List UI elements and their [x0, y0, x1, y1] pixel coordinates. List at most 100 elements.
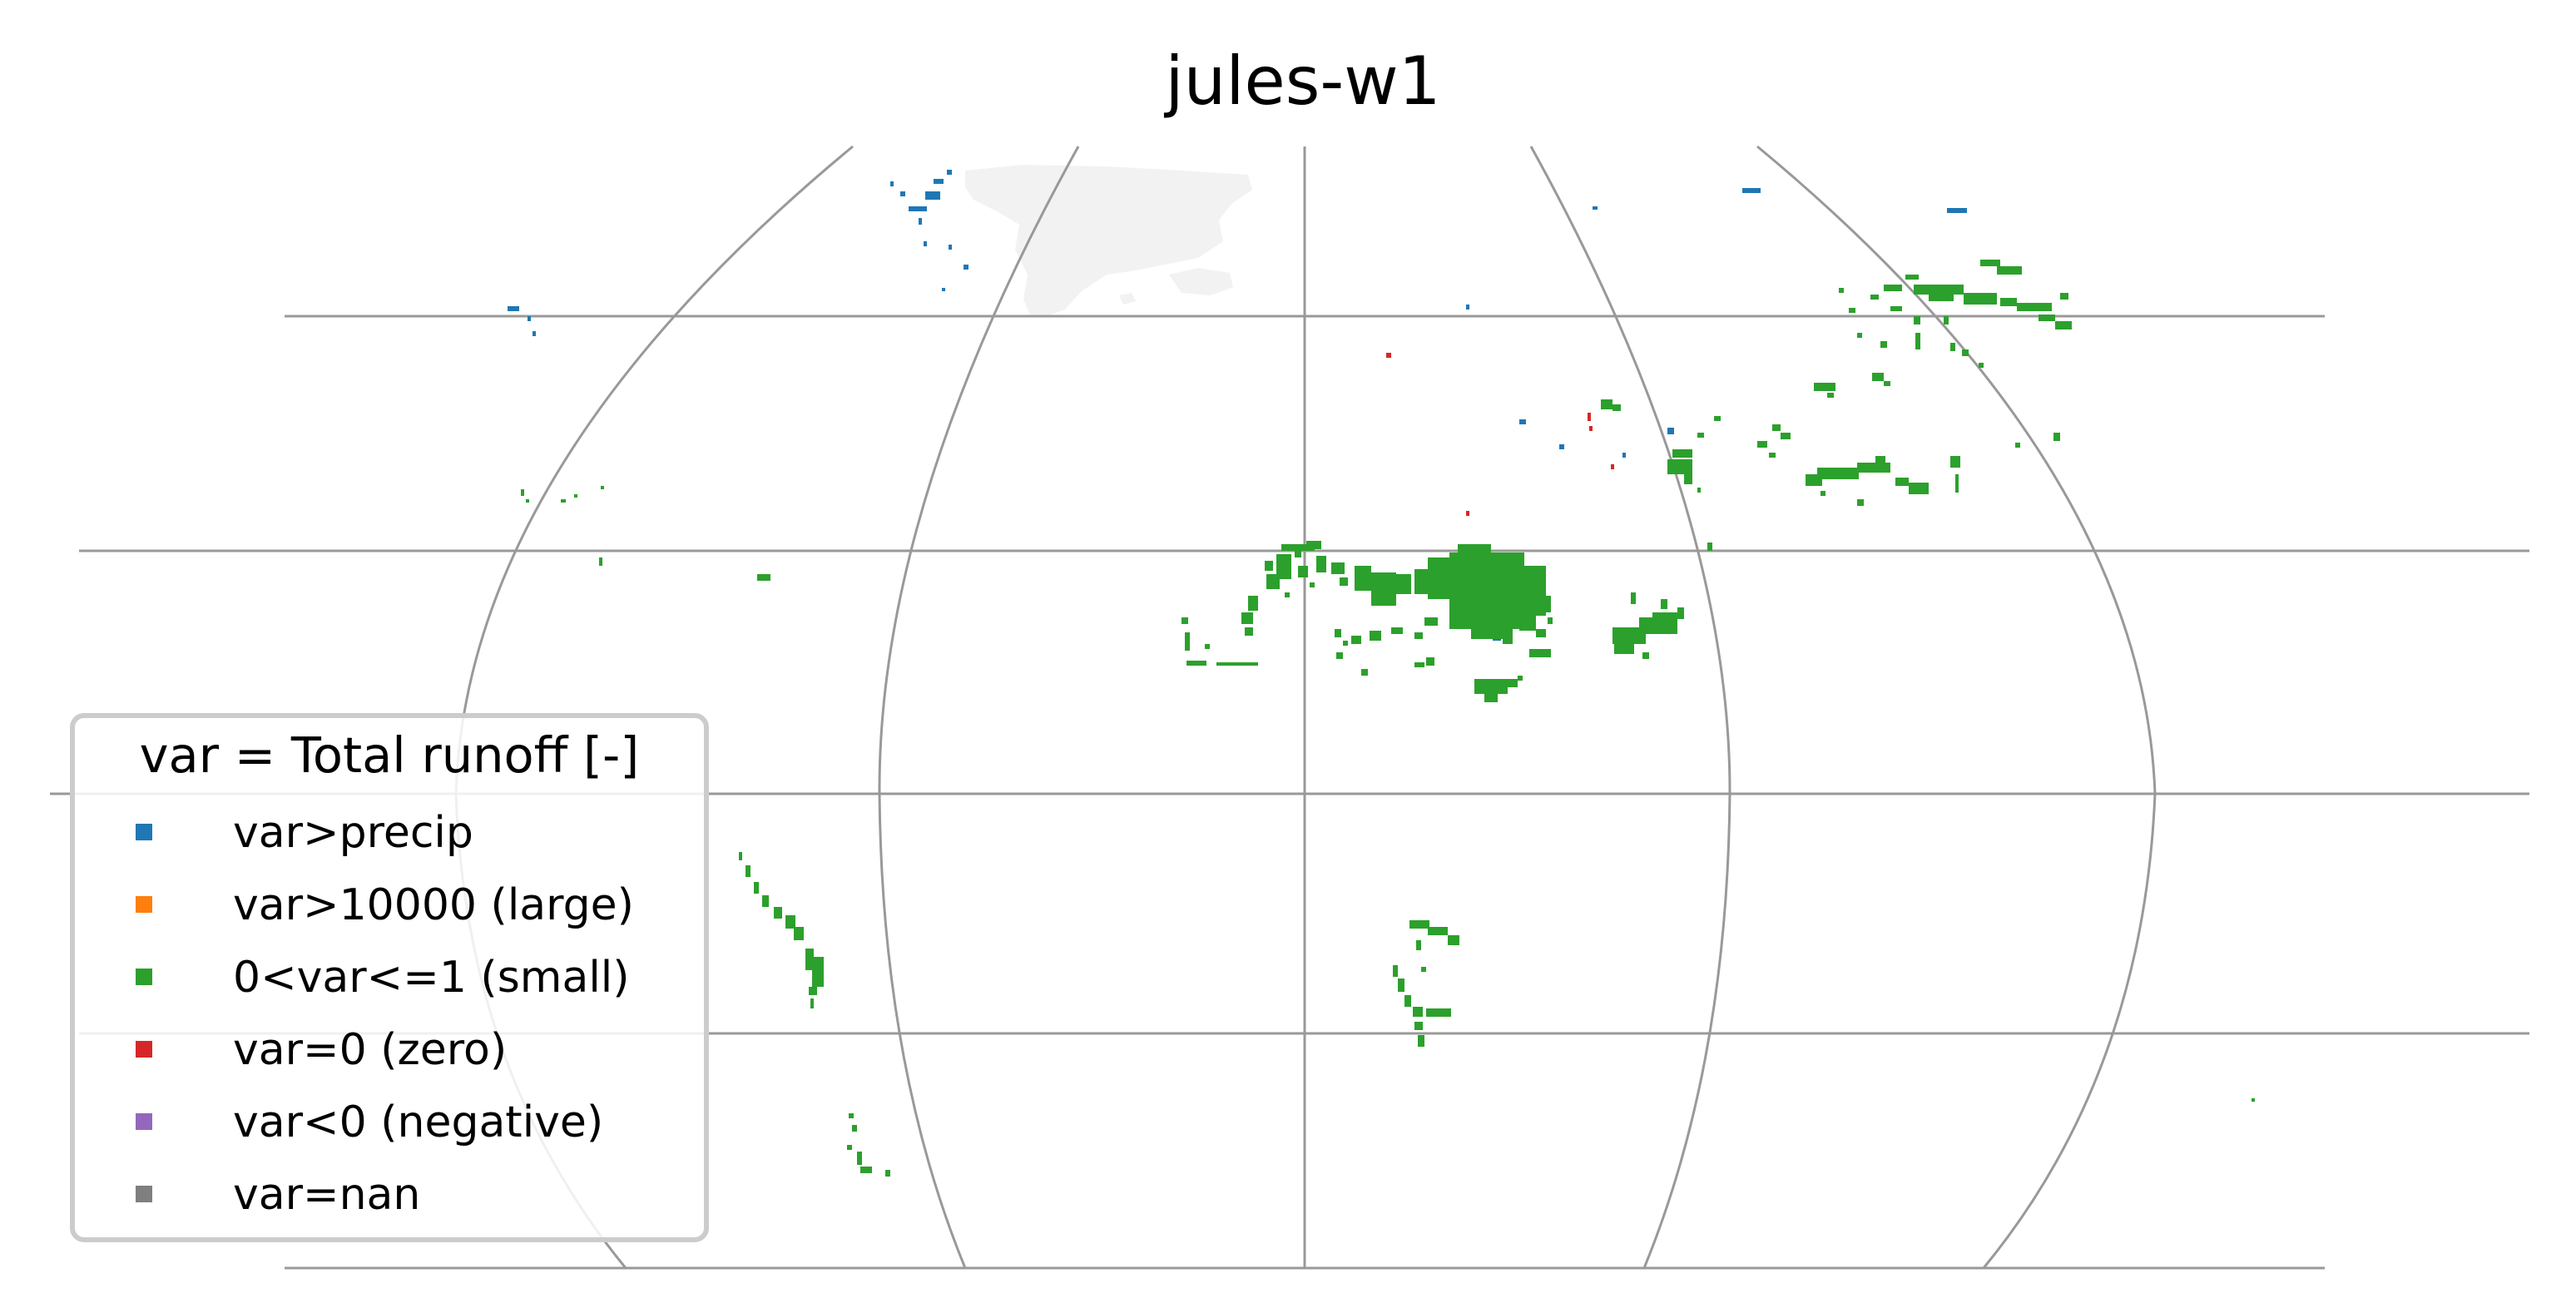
data-point	[561, 499, 566, 503]
data-point	[754, 882, 759, 894]
data-point	[1872, 373, 1884, 381]
data-point	[1484, 691, 1498, 702]
data-point	[2060, 293, 2068, 300]
data-point	[1895, 478, 1909, 486]
map-title: jules-w1	[1163, 42, 1440, 120]
greenland-land	[965, 165, 1252, 316]
meridian-east-120	[1756, 145, 2157, 1269]
legend-swatch-var-zero	[136, 1041, 152, 1058]
data-point	[1589, 426, 1593, 431]
data-point	[1672, 449, 1692, 458]
data-point	[1947, 208, 1967, 213]
data-point	[1929, 295, 1954, 301]
data-point	[1393, 965, 1398, 977]
meridian-east-60	[1529, 146, 1731, 1269]
data-point	[2252, 1098, 2255, 1102]
data-point	[1697, 488, 1701, 493]
data-point	[1980, 260, 2000, 266]
data-point	[1588, 413, 1591, 421]
data-point	[1426, 657, 1434, 666]
data-point	[1614, 644, 1634, 654]
data-point	[900, 191, 905, 196]
data-point	[1418, 1035, 1424, 1047]
data-point	[1216, 662, 1258, 666]
data-point	[599, 557, 602, 566]
data-point	[1684, 474, 1692, 484]
data-point	[526, 499, 529, 503]
data-point	[1503, 639, 1513, 644]
data-point	[1518, 676, 1523, 681]
data-point	[1414, 662, 1424, 667]
data-point	[1697, 433, 1704, 438]
data-point	[1870, 295, 1879, 300]
data-point	[1519, 616, 1536, 631]
data-point	[1241, 612, 1253, 624]
legend-label-var-nan: var=nan	[233, 1170, 420, 1220]
data-point	[1355, 566, 1371, 591]
data-point	[1962, 349, 1969, 356]
data-point	[964, 265, 968, 270]
data-point	[1914, 285, 1964, 295]
data-point	[1667, 428, 1674, 434]
data-point	[852, 1125, 857, 1132]
data-point	[739, 852, 742, 860]
data-point	[1343, 641, 1348, 646]
data-point	[1909, 483, 1929, 494]
data-point	[1857, 463, 1890, 473]
data-point	[1448, 935, 1459, 945]
data-point	[1395, 574, 1411, 594]
data-point	[528, 316, 531, 321]
data-point	[1186, 661, 1206, 666]
data-point	[1449, 552, 1524, 629]
data-point	[1950, 343, 1955, 351]
data-point	[1414, 632, 1423, 639]
data-point	[1370, 631, 1381, 641]
data-point	[890, 181, 894, 186]
legend-label-var-negative: var<0 (negative)	[233, 1097, 603, 1147]
data-point	[1875, 456, 1885, 463]
data-point	[1714, 416, 1721, 421]
data-point	[1857, 333, 1862, 338]
data-point	[1757, 441, 1767, 448]
data-point	[1471, 629, 1513, 639]
data-point	[1391, 627, 1403, 634]
data-point	[1529, 649, 1551, 657]
data-point	[925, 191, 940, 200]
data-point	[1884, 285, 1902, 291]
data-point	[1997, 266, 2022, 275]
data-point	[1413, 1007, 1423, 1017]
data-point	[1416, 940, 1421, 950]
data-point	[1276, 554, 1291, 579]
data-point	[1612, 404, 1621, 411]
data-point	[1884, 381, 1890, 386]
data-point	[1185, 632, 1190, 651]
data-point	[1295, 549, 1301, 557]
data-point	[805, 949, 814, 970]
data-point	[1742, 188, 1761, 193]
points-var-zero	[1386, 353, 1614, 516]
data-point	[2017, 303, 2052, 311]
data-point	[601, 486, 604, 489]
legend-label-var-gt-precip: var>precip	[233, 808, 473, 858]
legend-title: var = Total runoff [-]	[140, 726, 640, 784]
data-point	[1955, 474, 1959, 493]
data-point	[1266, 574, 1280, 589]
legend-box	[70, 713, 709, 1242]
data-point	[1821, 491, 1825, 496]
land-layer	[965, 165, 1252, 316]
data-point	[785, 915, 795, 929]
data-point	[1335, 629, 1341, 637]
legend-label-var-zero: var=0 (zero)	[233, 1025, 507, 1075]
data-point	[949, 245, 952, 250]
data-point	[1880, 341, 1887, 348]
data-point	[1519, 419, 1526, 424]
data-point	[860, 1167, 872, 1173]
data-point	[812, 957, 824, 987]
data-point	[1661, 599, 1667, 609]
data-point	[1979, 363, 1984, 368]
data-point	[1806, 474, 1822, 486]
data-point	[1890, 306, 1902, 311]
data-point	[909, 206, 927, 211]
data-point	[1541, 596, 1551, 612]
data-point	[533, 331, 536, 336]
